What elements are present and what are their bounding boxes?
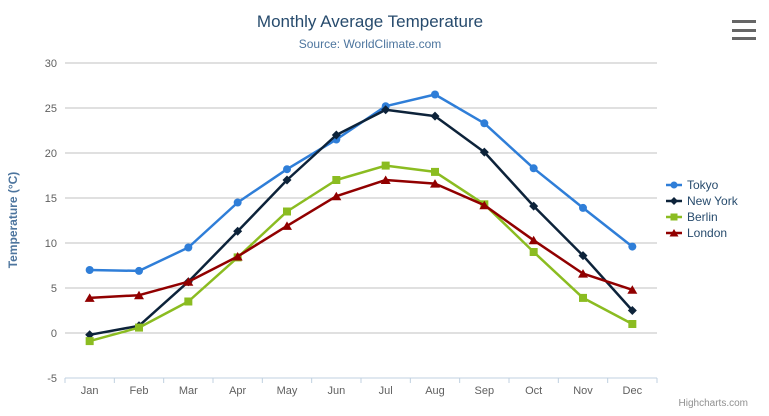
data-point-marker bbox=[579, 293, 587, 302]
legend-item-london[interactable]: London bbox=[666, 226, 738, 240]
data-point-marker bbox=[480, 119, 489, 128]
x-axis-label: Oct bbox=[525, 385, 542, 397]
data-point-marker bbox=[233, 198, 242, 207]
data-point-marker bbox=[381, 161, 390, 170]
data-point-marker bbox=[430, 179, 440, 188]
y-axis-label: 25 bbox=[45, 103, 57, 115]
data-point-marker bbox=[381, 105, 391, 115]
legend-label: Berlin bbox=[687, 210, 718, 224]
data-point-marker bbox=[670, 197, 678, 205]
data-point-marker bbox=[431, 90, 439, 99]
new-york-legend-marker-icon bbox=[666, 197, 682, 205]
legend-item-new-york[interactable]: New York bbox=[666, 194, 738, 208]
legend-item-tokyo[interactable]: Tokyo bbox=[666, 178, 738, 192]
legend-item-berlin[interactable]: Berlin bbox=[666, 210, 738, 224]
chart-subtitle: Source: WorldClimate.com bbox=[298, 37, 442, 51]
legend-label: Tokyo bbox=[687, 178, 719, 192]
data-point-marker bbox=[85, 266, 94, 274]
y-axis-label: 30 bbox=[45, 58, 57, 70]
y-axis-label: -5 bbox=[47, 373, 57, 385]
x-axis-label: Nov bbox=[573, 385, 593, 397]
data-point-marker bbox=[529, 248, 538, 256]
data-point-marker bbox=[85, 330, 95, 340]
x-axis-label: Feb bbox=[130, 385, 149, 397]
berlin-legend-marker-icon bbox=[666, 213, 682, 221]
x-axis-label: May bbox=[277, 385, 298, 397]
data-point-marker bbox=[331, 130, 341, 140]
x-axis-label: Apr bbox=[229, 385, 246, 397]
data-point-marker bbox=[134, 290, 144, 300]
data-point-marker bbox=[184, 297, 193, 306]
tokyo-legend-marker-icon bbox=[666, 181, 682, 189]
hamburger-menu-icon[interactable] bbox=[732, 20, 756, 40]
x-axis-label: Jul bbox=[379, 385, 393, 397]
hamburger-bar bbox=[732, 37, 756, 40]
data-point-marker bbox=[628, 242, 637, 251]
data-point-marker bbox=[184, 243, 193, 252]
highcharts-credits-link[interactable]: Highcharts.com bbox=[678, 398, 748, 409]
data-point-marker bbox=[331, 191, 342, 201]
data-point-marker bbox=[135, 266, 143, 275]
x-axis-label: Mar bbox=[179, 385, 198, 397]
data-point-marker bbox=[627, 306, 637, 315]
series-line-new-york bbox=[88, 108, 634, 337]
data-point-marker bbox=[183, 277, 194, 286]
y-axis-label: 10 bbox=[45, 238, 57, 250]
series-line-tokyo bbox=[88, 93, 634, 273]
y-axis-label: 5 bbox=[51, 283, 57, 295]
hamburger-bar bbox=[732, 28, 756, 32]
data-point-marker bbox=[283, 207, 291, 216]
hamburger-bar bbox=[732, 20, 756, 23]
data-point-marker bbox=[578, 269, 588, 278]
data-point-marker bbox=[332, 176, 341, 184]
data-point-marker bbox=[528, 235, 539, 245]
data-point-marker bbox=[479, 200, 490, 210]
data-point-marker bbox=[283, 165, 291, 174]
x-axis-label: Jan bbox=[81, 385, 99, 397]
y-axis-label: 15 bbox=[45, 193, 57, 205]
data-point-marker bbox=[578, 251, 588, 261]
legend-label: London bbox=[687, 226, 728, 240]
x-axis-label: Dec bbox=[623, 385, 643, 397]
data-point-marker bbox=[670, 181, 678, 189]
data-point-marker bbox=[85, 337, 94, 346]
data-point-marker bbox=[670, 213, 678, 221]
y-axis-label: 20 bbox=[45, 148, 57, 160]
legend: Tokyo New York Berlin London bbox=[666, 178, 738, 240]
data-point-marker bbox=[627, 285, 638, 294]
data-point-marker bbox=[529, 164, 538, 173]
data-point-marker bbox=[628, 320, 637, 328]
data-point-marker bbox=[431, 167, 439, 176]
series-line-london bbox=[88, 178, 634, 300]
data-point-marker bbox=[380, 175, 391, 184]
data-point-marker bbox=[529, 201, 539, 211]
data-point-marker bbox=[479, 147, 489, 157]
data-point-marker bbox=[669, 229, 679, 237]
data-point-marker bbox=[135, 323, 143, 332]
y-axis-label: 0 bbox=[51, 328, 57, 340]
series-line-berlin bbox=[88, 164, 634, 343]
data-point-marker bbox=[232, 252, 243, 261]
x-axis-label: Aug bbox=[425, 385, 445, 397]
london-legend-marker-icon bbox=[666, 229, 682, 237]
data-point-marker bbox=[282, 221, 292, 230]
data-point-marker bbox=[233, 226, 243, 236]
data-point-marker bbox=[84, 293, 95, 302]
data-point-marker bbox=[579, 203, 587, 212]
data-point-marker bbox=[430, 111, 440, 121]
x-axis-label: Jun bbox=[327, 385, 345, 397]
data-point-marker bbox=[282, 175, 292, 185]
x-axis-label: Sep bbox=[475, 385, 495, 397]
legend-label: New York bbox=[687, 194, 738, 208]
chart-title: Monthly Average Temperature bbox=[256, 12, 484, 31]
